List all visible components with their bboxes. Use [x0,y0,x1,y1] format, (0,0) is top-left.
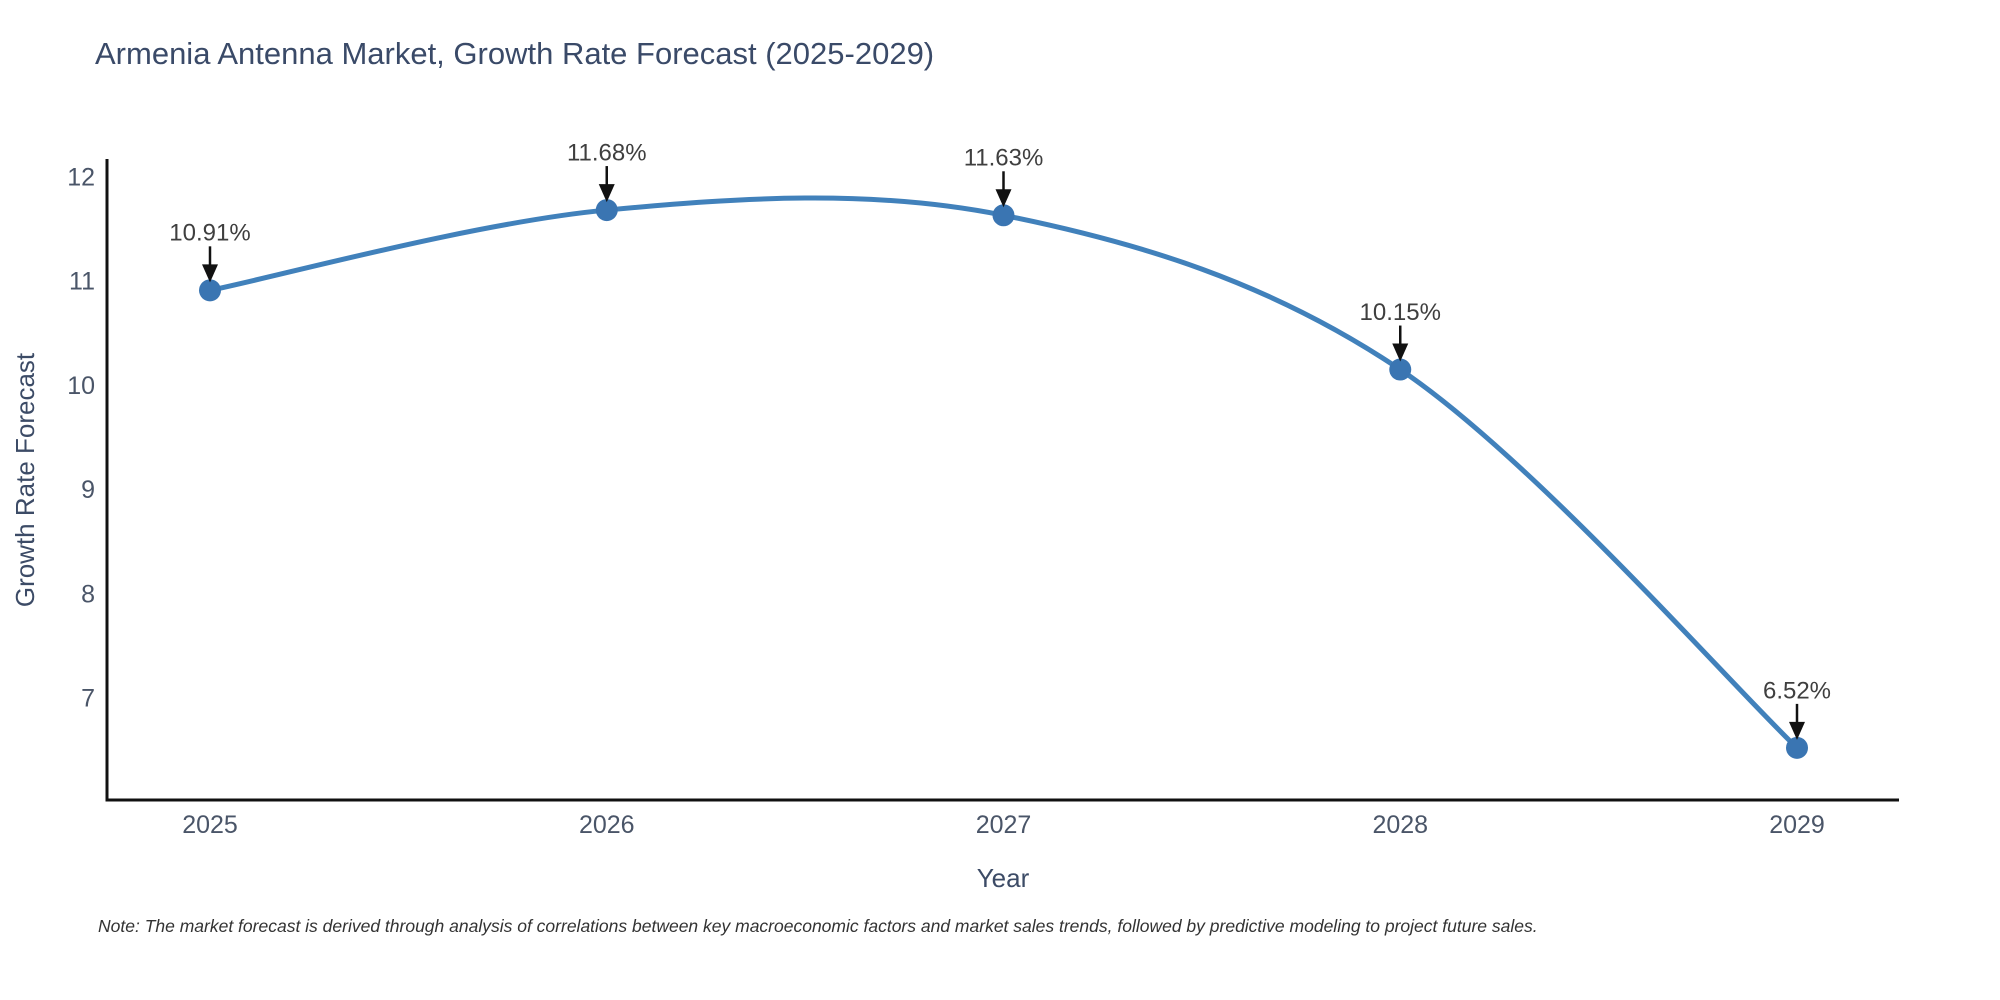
annotation-label-2025: 10.91% [169,220,250,247]
data-point-2028 [1389,358,1412,381]
x-tick-label-2026: 2026 [579,811,635,839]
x-tick-label-2027: 2027 [976,811,1032,839]
annotation-arrowhead-2025 [202,264,218,283]
annotation-arrowhead-2027 [995,189,1012,208]
y-tick-label-9: 9 [81,476,95,504]
y-tick-label-12: 12 [67,163,95,191]
x-tick-label-2025: 2025 [182,811,238,839]
annotation-arrowhead-2029 [1789,721,1805,740]
annotation-arrowhead-2026 [598,184,615,203]
y-axis-title: Growth Rate Forecast [10,352,40,607]
annotation-label-2028: 10.15% [1360,299,1441,326]
y-tick-label-8: 8 [81,580,95,608]
x-axis-title: Year [977,863,1030,893]
data-point-2026 [595,199,618,222]
footnote: Note: The market forecast is derived thr… [98,916,1538,936]
annotation-arrowhead-2028 [1392,343,1409,362]
data-point-2025 [199,279,221,302]
y-tick-label-7: 7 [81,685,95,713]
y-tick-label-10: 10 [67,372,95,400]
y-tick-label-11: 11 [69,268,95,296]
chart-title: Armenia Antenna Market, Growth Rate Fore… [95,36,935,71]
annotation-label-2026: 11.68% [567,139,647,166]
x-tick-label-2029: 2029 [1769,811,1825,839]
data-point-2027 [992,204,1015,227]
annotation-label-2027: 11.63% [964,145,1044,172]
annotation-label-2029: 6.52% [1763,677,1831,704]
x-tick-label-2028: 2028 [1372,811,1428,839]
data-point-2029 [1786,736,1808,759]
forecast-line [207,195,1800,751]
